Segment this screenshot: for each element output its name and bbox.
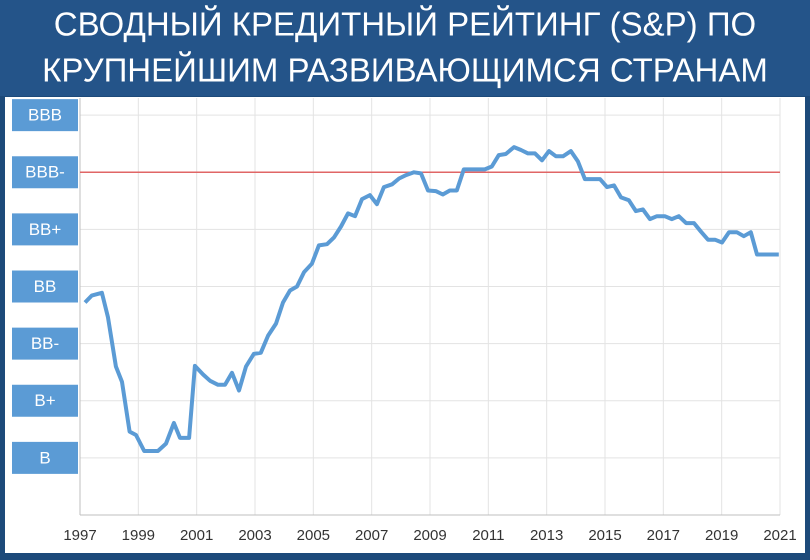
x-tick-label: 2013 <box>530 527 563 544</box>
y-tick-label: B <box>39 448 50 467</box>
x-tick-label: 2007 <box>355 527 388 544</box>
line-series <box>83 145 779 453</box>
y-tick-box <box>12 270 78 303</box>
header <box>0 0 810 96</box>
x-tick-label: 2011 <box>472 527 504 544</box>
x-tick-label: 2015 <box>588 527 621 544</box>
x-tick-label: 2003 <box>238 527 271 544</box>
x-tick-label: 2005 <box>297 527 330 544</box>
y-tick-box <box>12 99 78 132</box>
x-tick-label: 2019 <box>705 527 738 544</box>
y-tick-label: BB- <box>31 334 59 353</box>
y-tick-box <box>12 327 78 360</box>
x-tick-label: 1997 <box>63 527 96 544</box>
y-tick-label: BB <box>34 277 57 296</box>
chart-title: КРУПНЕЙШИМ РАЗВИВАЮЩИМСЯ СТРАНАМ <box>42 52 768 89</box>
x-tick-label: 2017 <box>647 527 680 544</box>
y-tick-label: BBB <box>28 106 62 125</box>
y-tick-box <box>12 156 78 189</box>
chart-title: СВОДНЫЙ КРЕДИТНЫЙ РЕЙТИНГ (S&P) ПО <box>54 6 756 43</box>
y-tick-box <box>12 213 78 246</box>
plot-panel <box>5 97 805 553</box>
y-tick-label: B+ <box>34 391 55 410</box>
x-tick-label: 2021 <box>763 527 796 544</box>
x-tick-label: 2001 <box>180 527 213 544</box>
x-tick-label: 2009 <box>413 527 446 544</box>
y-tick-box <box>12 384 78 417</box>
y-tick-label: BBB- <box>25 163 65 182</box>
y-tick-box <box>12 441 78 474</box>
y-tick-label: BB+ <box>29 220 62 239</box>
x-tick-label: 1999 <box>122 527 155 544</box>
